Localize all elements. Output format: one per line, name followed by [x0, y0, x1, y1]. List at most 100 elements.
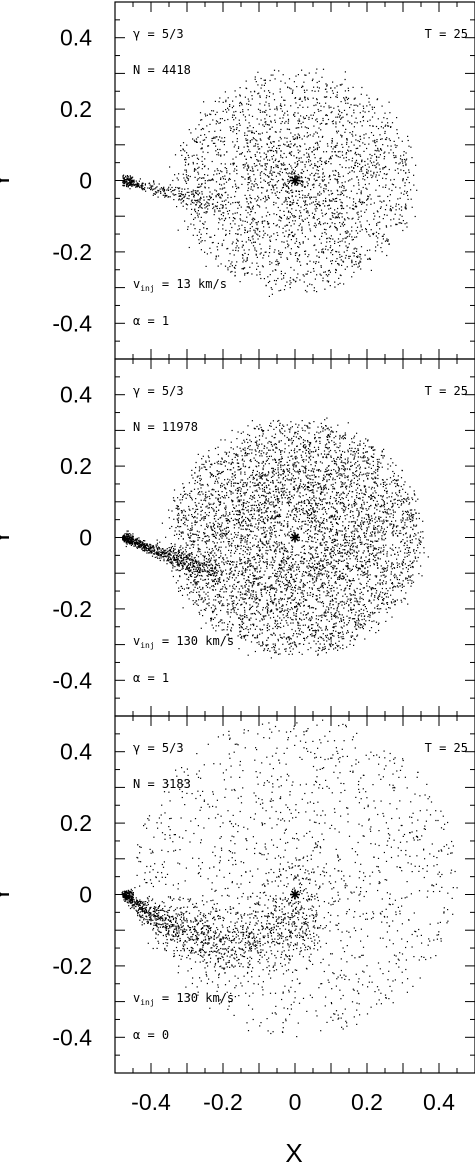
scatter-point — [395, 205, 397, 207]
scatter-point — [257, 195, 259, 197]
scatter-point — [243, 146, 245, 148]
scatter-point — [365, 561, 367, 564]
scatter-point — [368, 196, 370, 198]
scatter-point — [241, 152, 243, 154]
scatter-point — [311, 172, 313, 174]
scatter-point — [240, 467, 242, 470]
scatter-point — [269, 181, 271, 183]
scatter-point — [376, 241, 378, 243]
scatter-point — [415, 525, 417, 527]
scatter-point — [332, 254, 334, 256]
scatter-point — [323, 522, 325, 525]
scatter-point — [269, 135, 271, 137]
scatter-point — [395, 223, 397, 225]
scatter-point — [360, 489, 362, 491]
scatter-point — [232, 220, 234, 222]
scatter-point — [303, 575, 305, 577]
scatter-point — [373, 564, 375, 566]
scatter-point — [184, 157, 187, 159]
scatter-point — [193, 517, 195, 519]
scatter-point — [207, 180, 209, 182]
scatter-point — [328, 161, 330, 163]
scatter-point — [273, 279, 276, 282]
scatter-point — [366, 171, 368, 173]
scatter-point — [340, 225, 342, 227]
scatter-point — [269, 280, 271, 282]
scatter-point — [177, 187, 179, 189]
scatter-point — [315, 622, 317, 624]
scatter-point — [239, 281, 241, 283]
scatter-point — [238, 504, 240, 506]
scatter-point — [223, 144, 225, 146]
scatter-point — [343, 502, 345, 504]
scatter-point — [332, 506, 334, 508]
scatter-point — [355, 104, 357, 106]
scatter-point — [269, 589, 271, 591]
scatter-point — [371, 534, 373, 536]
scatter-point — [248, 553, 251, 556]
scatter-point — [374, 112, 376, 114]
scatter-point — [407, 511, 409, 513]
scatter-point — [391, 582, 393, 584]
scatter-point — [204, 174, 206, 176]
scatter-point — [244, 581, 247, 583]
scatter-point — [313, 557, 315, 559]
scatter-point — [298, 473, 300, 475]
scatter-point — [306, 152, 308, 154]
scatter-point — [274, 451, 276, 453]
scatter-point — [245, 634, 247, 636]
scatter-point — [411, 206, 413, 208]
scatter-point — [289, 146, 292, 148]
scatter-point — [131, 181, 133, 183]
scatter-point — [380, 206, 382, 208]
scatter-point — [269, 650, 271, 652]
scatter-point — [308, 153, 310, 155]
scatter-point — [301, 219, 303, 221]
scatter-point — [335, 121, 337, 123]
scatter-point — [397, 551, 399, 553]
scatter-point — [281, 457, 283, 460]
scatter-point — [323, 96, 326, 98]
scatter-point — [399, 158, 402, 160]
scatter-point — [320, 615, 322, 617]
scatter-point — [294, 457, 297, 459]
scatter-point — [194, 190, 196, 192]
scatter-point — [238, 247, 240, 249]
scatter-point — [339, 477, 341, 479]
scatter-point — [197, 556, 200, 558]
scatter-point — [318, 176, 321, 178]
scatter-point — [273, 233, 275, 235]
scatter-point — [268, 594, 271, 596]
scatter-point — [368, 554, 370, 556]
scatter-point — [386, 214, 388, 216]
scatter-point — [210, 236, 212, 238]
scatter-point — [244, 229, 246, 231]
scatter-point — [218, 494, 221, 496]
scatter-point — [271, 173, 273, 175]
scatter-point — [359, 154, 361, 156]
scatter-point — [247, 447, 249, 449]
scatter-point — [282, 183, 284, 185]
scatter-point — [198, 531, 200, 533]
scatter-point — [332, 238, 334, 240]
scatter-point — [264, 232, 266, 234]
scatter-point — [180, 150, 182, 152]
scatter-point — [386, 254, 388, 257]
scatter-point — [191, 497, 193, 499]
scatter-point — [278, 252, 280, 255]
scatter-point — [254, 241, 256, 243]
scatter-point — [210, 473, 212, 475]
scatter-point — [288, 152, 290, 154]
scatter-point — [287, 118, 290, 120]
scatter-point — [404, 206, 406, 208]
scatter-point — [265, 437, 267, 439]
scatter-point — [297, 107, 299, 109]
scatter-point — [249, 230, 251, 232]
scatter-point — [229, 178, 231, 180]
scatter-point — [371, 473, 373, 475]
scatter-point — [292, 619, 294, 621]
scatter-point — [186, 176, 188, 178]
scatter-point — [261, 516, 263, 518]
scatter-point — [316, 169, 318, 171]
scatter-point — [203, 199, 205, 201]
